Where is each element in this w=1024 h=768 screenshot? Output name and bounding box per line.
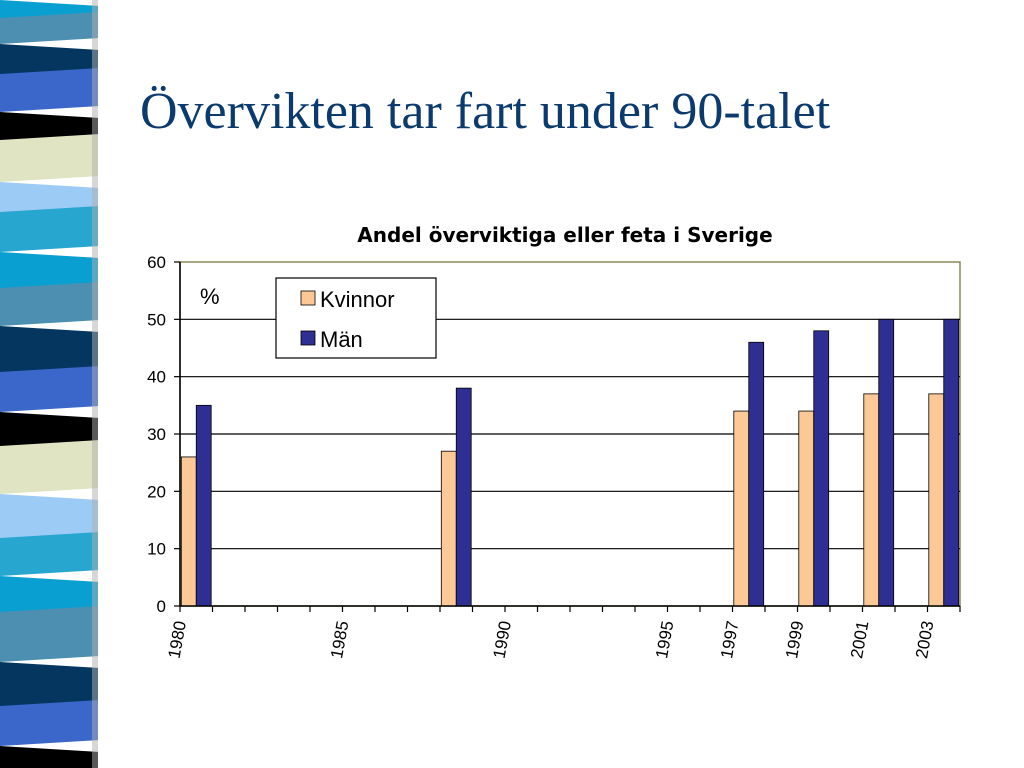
y-tick-label: 10 [147,540,166,559]
bar-man [195,404,212,607]
bar-chart: 0 10 20 30 40 50 60 1980 1985 1990 1995 1997 1999 200… [147,223,961,660]
bars [180,318,960,607]
bar-man [813,330,830,607]
stripe-block [0,206,100,252]
stripe-edge [98,0,108,768]
stripe-block [0,282,100,326]
y-tick-label: 60 [147,253,166,272]
stripe-block [0,12,100,44]
bar-kvinnor [180,456,197,607]
stripe-shadow [92,0,98,768]
bar-kvinnor [863,393,880,607]
chart-title: Andel överviktiga eller feta i Sverige [357,223,772,247]
y-tick-label: 30 [147,425,166,444]
stripe-block [0,68,100,112]
x-tick-label: 1995 [652,619,677,660]
x-tick-label: 1990 [490,619,515,660]
stripe-block [0,440,100,494]
stripe-block [0,326,100,378]
stripe-block [0,494,100,544]
stripe-block [0,366,100,412]
x-tick-label: 2003 [912,619,937,660]
x-tick-label: 1999 [782,619,807,660]
bar-kvinnor [798,410,815,607]
bar-kvinnor [733,410,750,607]
y-tick-label: 20 [147,482,166,501]
legend-label-kvinnor: Kvinnor [320,287,395,312]
legend-label-man: Män [320,327,363,352]
slide-title: Övervikten tar fart under 90-talet [140,83,831,140]
stripe-block [0,134,100,182]
legend-swatch-man [300,330,316,346]
bar-kvinnor [928,393,945,607]
stripe-block [0,700,100,746]
y-tick-label: 40 [147,368,166,387]
bar-man [943,318,960,607]
bar-man [748,341,765,607]
decorative-stripe-bar [0,0,108,768]
legend: Kvinnor Män [275,277,437,359]
bar-man [455,387,472,607]
y-tick-label: 0 [157,597,166,616]
x-tick-label: 1997 [717,619,742,660]
legend-swatch-kvinnor [300,290,316,306]
bar-kvinnor [440,450,457,607]
unit-label: % [200,284,220,309]
stripe-block [0,532,100,576]
x-tick-label: 2001 [847,619,872,660]
stripe-block [0,662,100,712]
bar-man [878,318,895,607]
stripe-pattern [0,0,108,768]
y-tick-label: 50 [147,310,166,329]
x-tick-label: 1980 [165,619,190,660]
x-tick-label: 1985 [327,619,352,660]
stripe-block [0,606,100,662]
stripe-block [0,746,100,768]
